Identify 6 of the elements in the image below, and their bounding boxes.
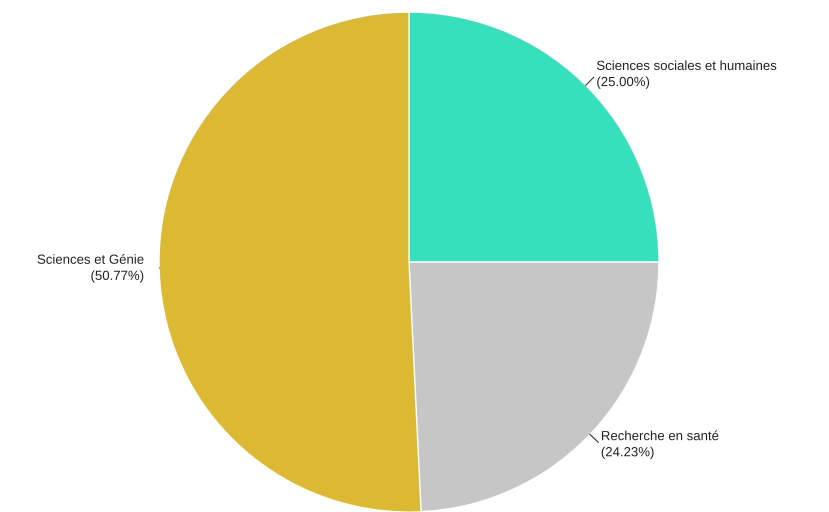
data-label: (25.00%) [597, 76, 650, 89]
slice-label: Recherche en santé [602, 430, 718, 440]
slice-label: Sciences sociales et humaines [596, 60, 776, 70]
data-label: (24.23%) [602, 446, 654, 459]
data-label: (50.77%) [91, 270, 144, 283]
slice-label: Sciences et Génie [38, 254, 144, 264]
